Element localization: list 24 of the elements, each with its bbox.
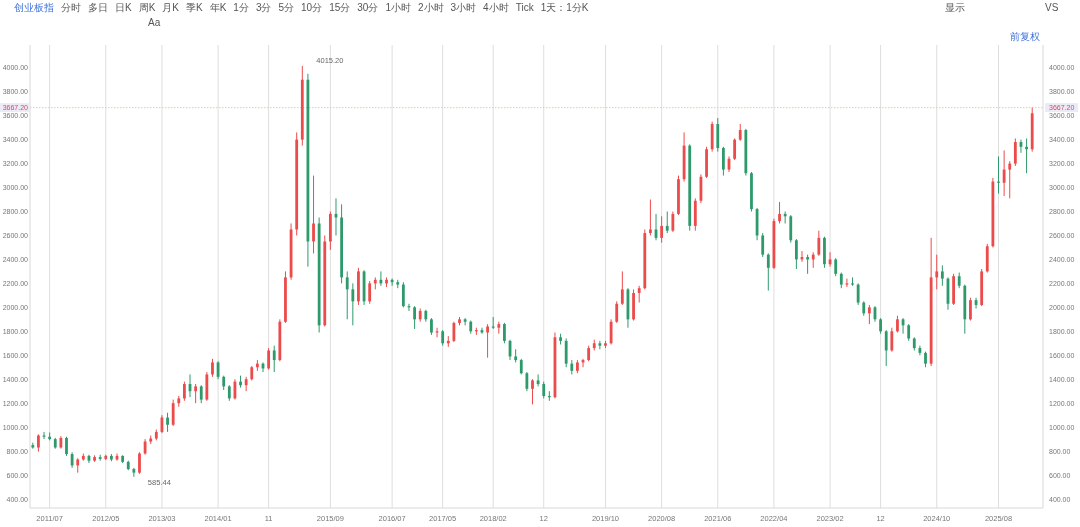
toolbar-item: 3小时 bbox=[450, 2, 477, 13]
toolbar-item: 15分 bbox=[329, 2, 351, 13]
toolbar-item: Tick bbox=[515, 2, 534, 13]
toolbar-item: 多日 bbox=[88, 2, 108, 13]
toolbar-item: VS bbox=[1045, 2, 1059, 13]
toolbar-item: 年K bbox=[209, 2, 227, 13]
toolbar-item: 10分 bbox=[301, 2, 323, 13]
toolbar-item: 1分 bbox=[233, 2, 249, 13]
toolbar-item: 1天：1分K bbox=[540, 2, 589, 13]
toolbar-item: 30分 bbox=[357, 2, 379, 13]
toolbar-item: 4小时 bbox=[483, 2, 509, 13]
toolbar-item: 季K bbox=[186, 2, 203, 13]
toolbar-item: 5分 bbox=[278, 2, 295, 13]
toolbar-item: 显示 bbox=[945, 2, 965, 13]
toolbar-item: 3分 bbox=[255, 2, 272, 13]
toolbar-item: 分时 bbox=[61, 2, 81, 13]
toolbar-item: 月K bbox=[162, 2, 179, 13]
toolbar-item: 日K bbox=[115, 2, 132, 13]
toolbar-item: 前复权 bbox=[1010, 31, 1040, 42]
toolbar-item: Aa bbox=[148, 17, 161, 28]
toolbar-item: 周K bbox=[138, 2, 156, 13]
title: 创业板指 bbox=[14, 2, 54, 13]
toolbar-item: 1小时 bbox=[385, 2, 411, 13]
toolbar-item: 2小时 bbox=[418, 2, 444, 13]
